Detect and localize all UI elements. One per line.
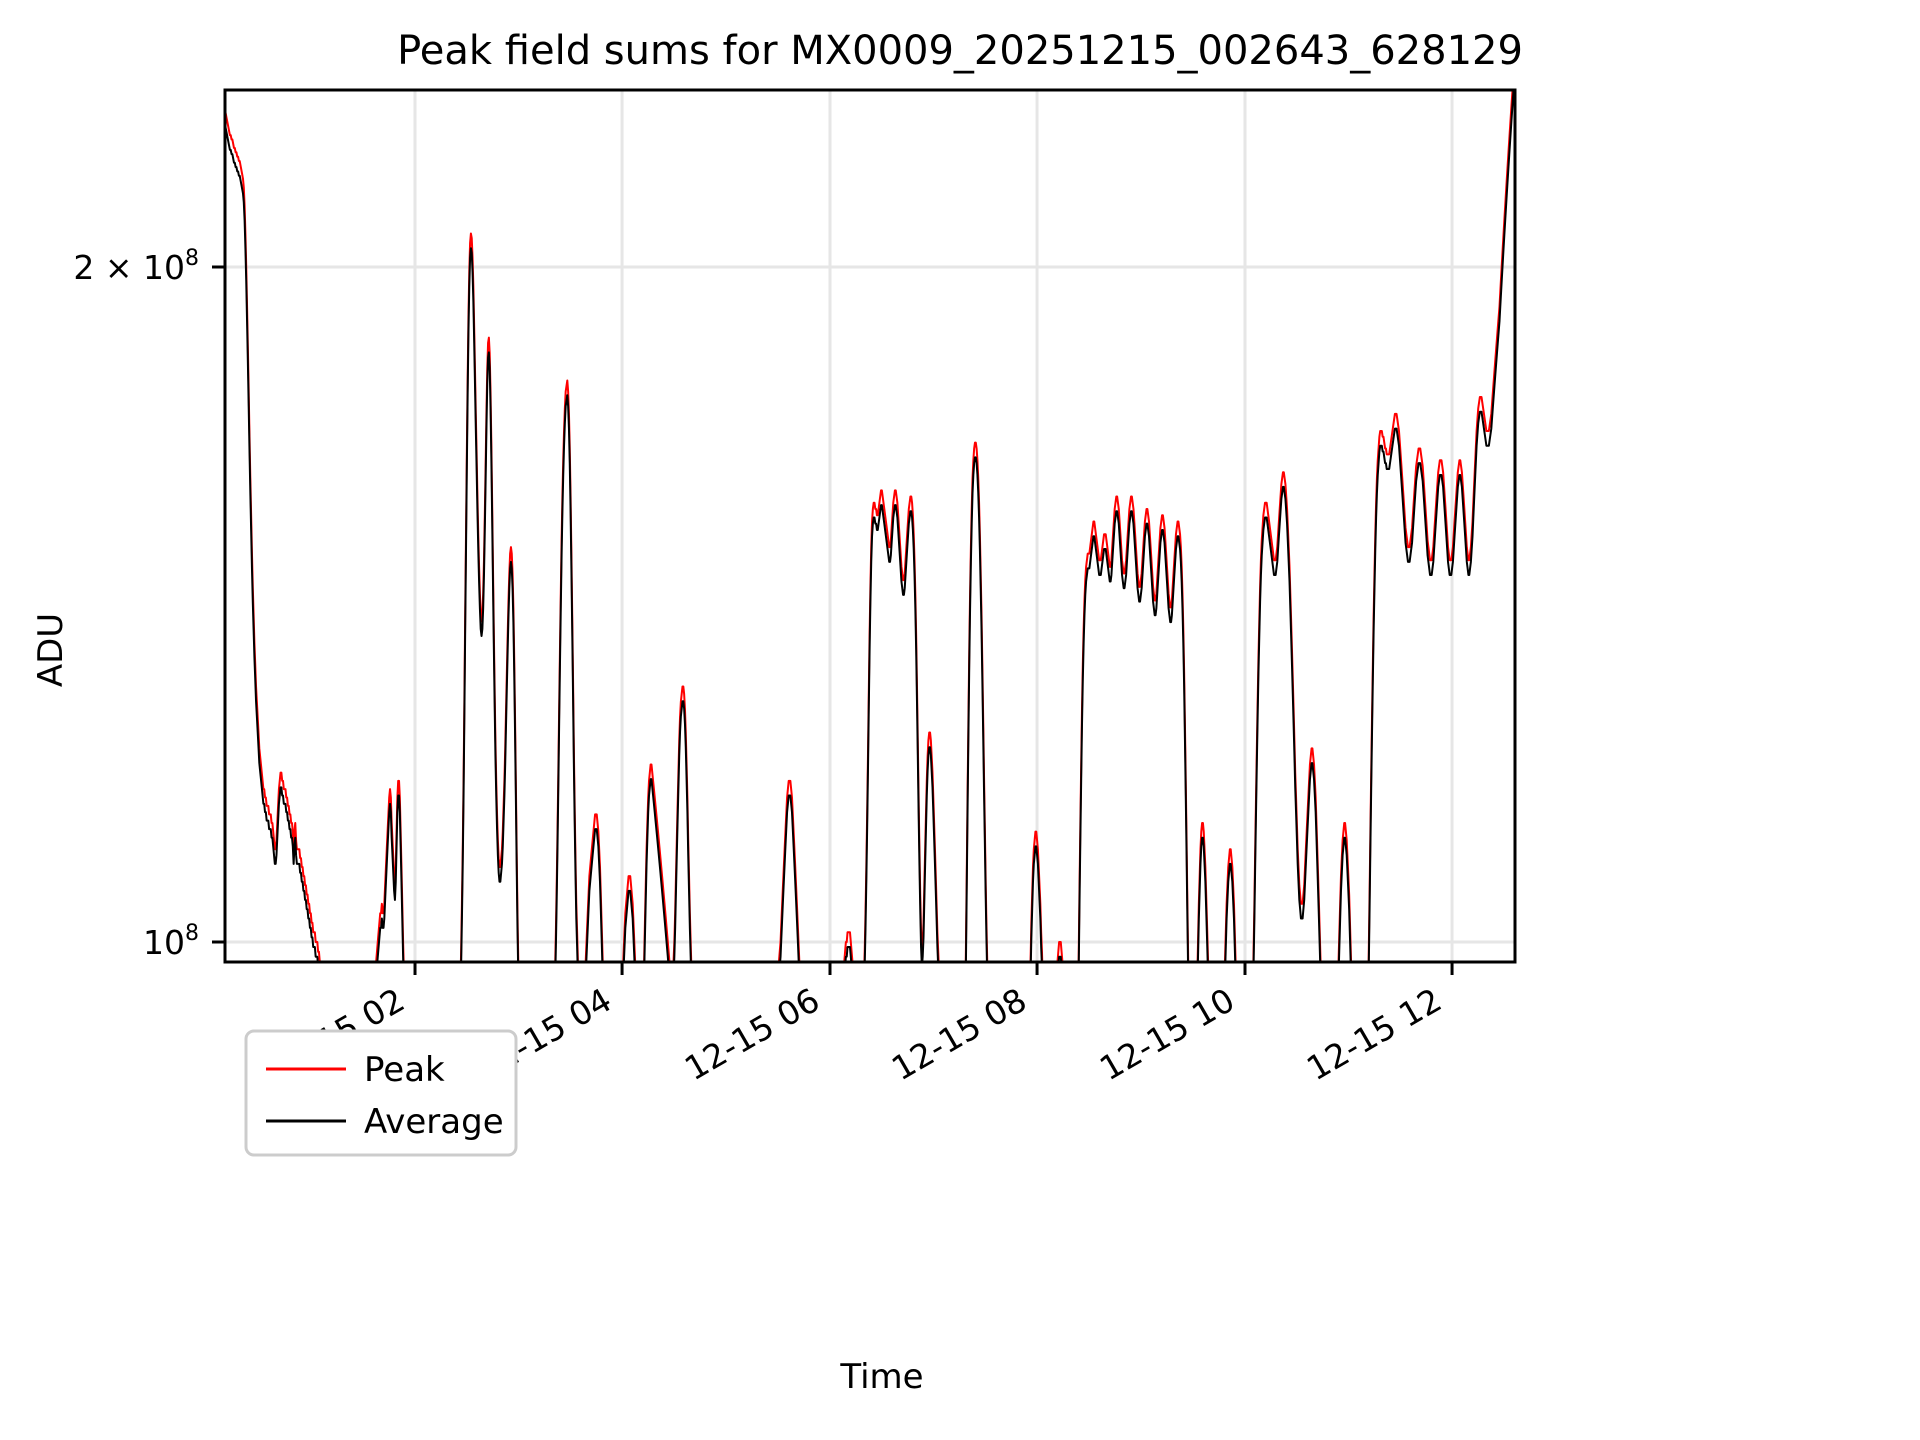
legend-entries: Peak Average bbox=[266, 1050, 504, 1142]
y-tick-label-1: 108 bbox=[143, 921, 199, 962]
x-tick-label-3: 12-15 08 bbox=[885, 980, 1033, 1088]
plot-frame bbox=[223, 88, 1517, 964]
y-tick-label-0: 2 × 108 bbox=[73, 246, 199, 287]
x-axis-label: Time bbox=[839, 1357, 923, 1397]
x-tick-label-2: 12-15 06 bbox=[678, 980, 826, 1088]
page-title: Peak field sums for MX0009_20251215_0026… bbox=[397, 28, 1523, 74]
chart-legend[interactable]: Peak Average bbox=[244, 1029, 518, 1157]
series-line-average bbox=[225, 90, 1515, 962]
y-axis-ticks: 2 × 108 108 bbox=[73, 246, 225, 962]
x-tick-label-4: 12-15 10 bbox=[1093, 980, 1241, 1088]
legend-label-peak: Peak bbox=[364, 1050, 445, 1090]
legend-box bbox=[244, 1029, 518, 1157]
x-tick-label-5: 12-15 12 bbox=[1300, 980, 1448, 1088]
data-series-group bbox=[225, 90, 1515, 962]
grid-lines bbox=[225, 90, 1515, 962]
legend-label-average: Average bbox=[364, 1102, 504, 1142]
y-axis-label: ADU bbox=[31, 613, 71, 687]
